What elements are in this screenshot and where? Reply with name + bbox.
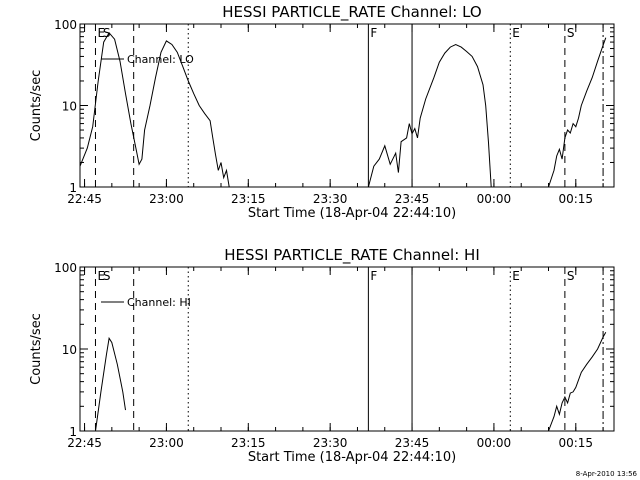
panel-1-axes-frame xyxy=(79,23,615,188)
panel-1-x-tick-label: 23:30 xyxy=(313,192,348,206)
panel-2-x-tick-label: 23:30 xyxy=(313,436,348,450)
panel-2-y-tick-label: 100 xyxy=(54,261,77,275)
panel-2-title: HESSI PARTICLE_RATE Channel: HI xyxy=(224,246,480,265)
panel-2-marker-label-S: S xyxy=(103,269,111,283)
panel-2-y-axis-label: Counts/sec xyxy=(29,313,44,385)
panel-1-marker-label-S: S xyxy=(567,26,575,40)
panel-2-marker-label-S: S xyxy=(567,269,575,283)
panel-2-legend-label: Channel: HI xyxy=(127,296,191,309)
panel-1-y-tick-label: 1 xyxy=(69,181,77,195)
panel-2-marker-label-E: E xyxy=(97,269,105,283)
panel-1-x-axis-label: Start Time (18-Apr-04 22:44:10) xyxy=(248,206,456,221)
panel-1-x-tick-label: 22:45 xyxy=(67,192,102,206)
panel-1-series-line xyxy=(79,31,230,188)
panel-1-marker-label-S: S xyxy=(103,26,111,40)
panel-1-x-tick-label: 23:45 xyxy=(395,192,430,206)
panel-1-x-tick-label: 23:15 xyxy=(231,192,266,206)
panel-2-series-line xyxy=(548,332,607,432)
panel-2-series-line xyxy=(95,336,126,432)
panel-2-x-tick-label: 23:45 xyxy=(395,436,430,450)
panel-2-axes-frame xyxy=(79,266,615,432)
panel-2-x-tick-label: 23:15 xyxy=(231,436,266,450)
panel-1-series-line xyxy=(367,43,492,188)
panel-2-x-tick-label: 00:00 xyxy=(477,436,512,450)
panel-2-x-axis-label: Start Time (18-Apr-04 22:44:10) xyxy=(248,450,456,465)
panel-1-x-tick-label: 00:15 xyxy=(558,192,593,206)
panel-2-y-tick-label: 10 xyxy=(62,343,77,357)
panel-2-x-tick-label: 22:45 xyxy=(67,436,102,450)
panel-1-x-tick-label: 00:00 xyxy=(477,192,512,206)
panel-2-y-tick-label: 1 xyxy=(69,425,77,439)
panel-1-marker-label-E: E xyxy=(97,26,105,40)
panel-2-marker-label-F: F xyxy=(370,269,377,283)
panel-2-x-tick-label: 23:00 xyxy=(149,436,184,450)
footer-timestamp: 8-Apr-2010 13:56 xyxy=(576,470,638,478)
panel-1-y-tick-label: 10 xyxy=(62,100,77,114)
panel-2-x-tick-label: 00:15 xyxy=(558,436,593,450)
panel-1-legend-label: Channel: LO xyxy=(127,53,194,66)
panel-2-marker-label-E: E xyxy=(512,269,520,283)
panel-1-marker-label-E: E xyxy=(512,26,520,40)
panel-1-series-line xyxy=(548,37,607,188)
panel-1-marker-label-F: F xyxy=(370,26,377,40)
panel-1-y-tick-label: 100 xyxy=(54,18,77,32)
panel-1-x-tick-label: 23:00 xyxy=(149,192,184,206)
panel-1-title: HESSI PARTICLE_RATE Channel: LO xyxy=(222,3,481,22)
panel-1-y-axis-label: Counts/sec xyxy=(29,70,44,142)
